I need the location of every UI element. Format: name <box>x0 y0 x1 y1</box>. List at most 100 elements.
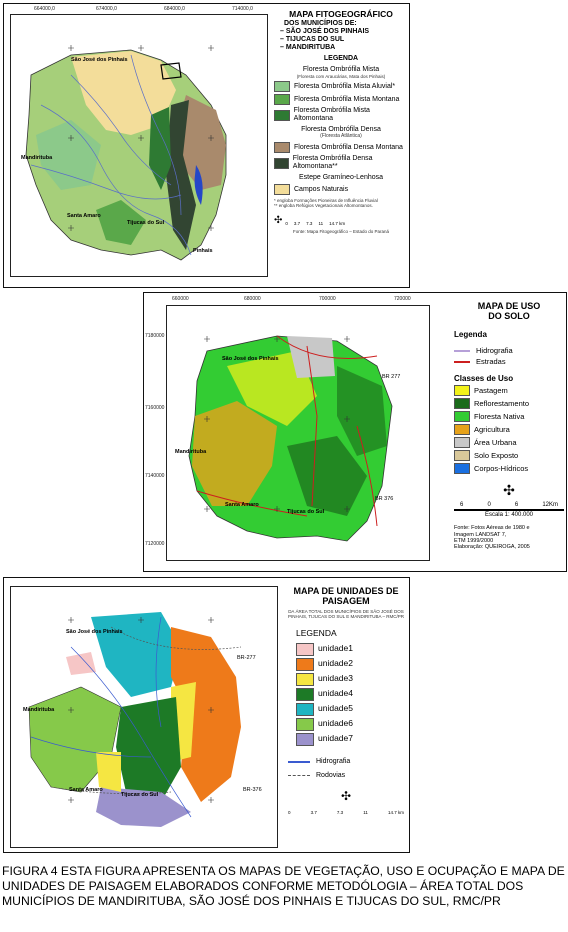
legend-item: Solo Exposto <box>454 450 564 462</box>
legend-item: Floresta Nativa <box>454 411 564 423</box>
north-arrow-icon: ✣ <box>340 788 352 803</box>
region-agricultura <box>192 401 277 506</box>
x-tick: 684000,0 <box>164 6 185 12</box>
legend-item-label: Estradas <box>476 356 506 366</box>
legend-item: unidade2 <box>296 657 408 671</box>
legend-item: Floresta Ombrófila Mista Aluvial* <box>274 81 408 93</box>
legend-item: Pastagem <box>454 385 564 397</box>
scale-tick: 3.7 <box>293 220 301 226</box>
hydro-line-icon <box>454 350 470 353</box>
legend-item-label: Corpos-Hídricos <box>474 463 529 473</box>
classes-title: Classes de Uso <box>454 374 514 384</box>
x-tick: 660000 <box>172 296 189 302</box>
map-fitogeografico-frame: São José dos Pinhais Mandirituba Santa A… <box>10 14 268 277</box>
scale-tick: 3.7 <box>310 809 317 815</box>
legend-item-label: unidade5 <box>318 703 353 714</box>
legend-item-label: Floresta Nativa <box>474 411 525 421</box>
map-fitogeografico-panel: São José dos Pinhais Mandirituba Santa A… <box>3 3 410 288</box>
source-line: Imagem LANDSAT 7, <box>454 531 507 538</box>
legend-swatch <box>274 94 290 106</box>
map3-legend-title: LEGENDA <box>296 628 337 639</box>
legend-swatch <box>296 702 314 716</box>
legend-group-heading: Floresta Ombrófila Densa <box>301 126 381 134</box>
river-line <box>70 74 172 186</box>
scale-bar: 6 0 6 12Km <box>454 502 564 512</box>
legend-swatch <box>274 157 289 169</box>
road-label-br376: BR-376 <box>243 787 262 793</box>
legend-item-label: Floresta Ombrófila Mista Aluvial* <box>294 82 396 90</box>
place-label-sao-jose: São José dos Pinhais <box>66 629 123 635</box>
legend-item-label: unidade1 <box>318 643 353 654</box>
legend-item-label: Reflorestamento <box>474 398 530 408</box>
legend-item-label: Floresta Ombrófila Mista Montana <box>294 95 400 103</box>
legend-item-label: Rodovias <box>316 771 346 779</box>
place-label-mandirituba: Mandirituba <box>21 155 53 161</box>
legend-swatch <box>296 687 314 701</box>
legend-item-label: Agricultura <box>474 424 510 434</box>
footnote: * engloba Formações Pioneiras de Influên… <box>274 198 378 204</box>
legend-item-label: unidade6 <box>318 718 353 729</box>
source-text: Fonte: Mapa Fitogeográfico – Estado do P… <box>292 229 390 235</box>
place-label-santa-amaro: Santa Amaro <box>67 213 101 219</box>
place-label-tijucas: Tijucas do Sul <box>127 220 165 226</box>
legend-item-label: Hidrografia <box>476 345 513 355</box>
region-urbana <box>287 336 335 378</box>
legend-item: Agricultura <box>454 424 564 436</box>
place-label-tijucas: Tijucas do Sul <box>121 792 159 798</box>
place-label-pinhais: Pinhais <box>193 248 213 254</box>
legend-group-note: (Floresta com Araucárias, Mata dos Pinha… <box>296 74 386 80</box>
scale-tick: 0 <box>285 220 288 226</box>
x-tick: 714000,0 <box>232 6 253 12</box>
map1-subtitle-4: – MANDIRITUBA <box>280 43 336 51</box>
map1-subtitle-1: DOS MUNICÍPIOS DE: <box>284 19 357 27</box>
region-unit2 <box>171 627 241 802</box>
unit-list: unidade1 unidade2 unidade3 unidade4 unid… <box>284 642 408 746</box>
x-tick: 664000,0 <box>34 6 55 12</box>
map-uso-solo-frame: São José dos Pinhais Mandirituba Santa A… <box>166 305 430 561</box>
scale-tick: 0 <box>487 502 491 509</box>
place-label-sao-jose: São José dos Pinhais <box>222 356 279 362</box>
legend-item: unidade4 <box>296 687 408 701</box>
map-paisagem-svg <box>28 612 242 827</box>
region-unit1 <box>66 652 96 675</box>
source-line: Elaboração: QUEIROGA, 2005 <box>454 544 530 551</box>
map3-legend: MAPA DE UNIDADES DE PAISAGEM DA ÁREA TOT… <box>284 586 408 815</box>
legend-item: unidade5 <box>296 702 408 716</box>
legend-item: unidade6 <box>296 717 408 731</box>
map2-title-2: DO SOLO <box>488 311 530 322</box>
map1-title: MAPA FITOGEOGRÁFICO <box>289 9 393 19</box>
legend-item: Estradas <box>454 356 564 367</box>
map-uso-solo-svg <box>188 335 393 542</box>
legend-item: Reflorestamento <box>454 398 564 410</box>
legend-item-label: Floresta Ombrófila Densa Altomontana** <box>292 155 373 171</box>
scale-tick: 14.7 km <box>387 809 404 815</box>
legend-item-label: Floresta Ombrófila Mista Altomontana <box>293 107 370 123</box>
legend-item-label: Campos Naturais <box>294 185 349 193</box>
region-campos-naturais <box>71 51 176 135</box>
map1-legend-title: LEGENDA <box>323 54 359 62</box>
legend-swatch <box>454 385 470 397</box>
legend-group-heading: Floresta Ombrófila Mista <box>302 66 380 73</box>
road-label-br277: BR-277 <box>237 655 256 661</box>
map-uso-solo-panel: São José dos Pinhais Mandirituba Santa A… <box>143 292 567 572</box>
grid-crosses <box>68 617 214 803</box>
region-mista-altomontana <box>149 107 171 190</box>
legend-item-label: Área Urbana <box>474 437 517 447</box>
x-tick: 720000 <box>394 296 411 302</box>
scale-bar: 0 3.7 7.3 11 14.7 km <box>284 810 408 815</box>
place-label-sao-jose: São José dos Pinhais <box>71 57 128 63</box>
road-line-icon <box>454 360 470 363</box>
road-label-br376: BR 376 <box>375 496 394 502</box>
place-label-santa-amaro: Santa Amaro <box>69 787 103 793</box>
legend-item: Floresta Ombrófila Densa Altomontana** <box>274 155 408 171</box>
legend-item-label: unidade4 <box>318 688 353 699</box>
legend-swatch <box>274 142 290 154</box>
hydro-line-icon <box>288 760 310 763</box>
map2-legend-title: Legenda <box>454 329 487 339</box>
place-label-mandirituba: Mandirituba <box>23 707 55 713</box>
legend-swatch <box>454 437 470 449</box>
legend-swatch <box>274 184 290 196</box>
legend-swatch <box>296 642 314 656</box>
scale-tick: 14.7 km <box>329 220 346 226</box>
legend-swatch <box>296 732 314 746</box>
